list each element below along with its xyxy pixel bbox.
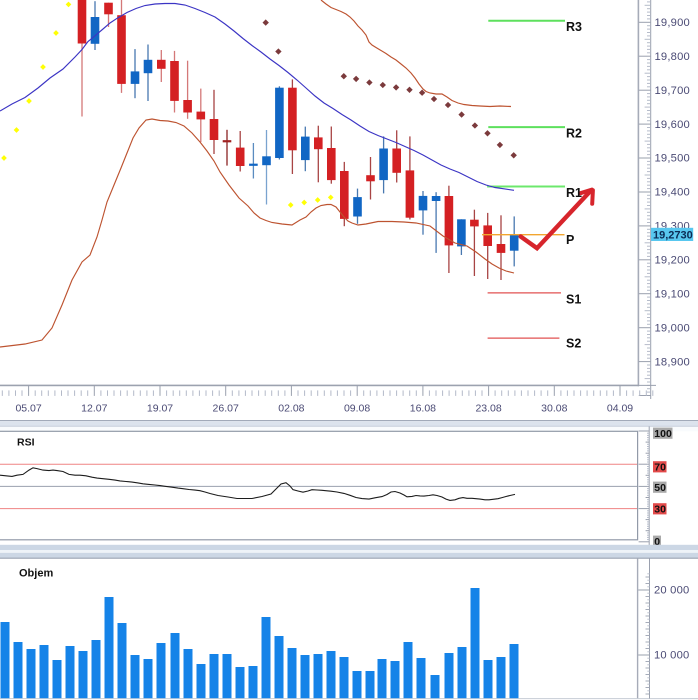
svg-text:02.08: 02.08 <box>278 403 304 415</box>
svg-text:19,100: 19,100 <box>655 288 690 300</box>
svg-text:50: 50 <box>654 482 666 494</box>
svg-text:Objem: Objem <box>19 568 53 580</box>
svg-text:19,000: 19,000 <box>655 322 690 334</box>
svg-text:20 000: 20 000 <box>654 585 689 597</box>
svg-text:16.08: 16.08 <box>410 403 436 415</box>
svg-text:100: 100 <box>654 428 672 440</box>
svg-text:R2: R2 <box>566 126 582 140</box>
svg-text:10 000: 10 000 <box>654 650 689 662</box>
svg-text:19,500: 19,500 <box>655 153 690 165</box>
svg-text:70: 70 <box>654 462 666 474</box>
svg-text:19,700: 19,700 <box>655 85 690 97</box>
svg-text:19,900: 19,900 <box>655 17 690 29</box>
svg-text:R3: R3 <box>566 20 582 34</box>
svg-text:19,2730: 19,2730 <box>653 229 693 241</box>
svg-text:P: P <box>566 233 574 247</box>
svg-text:19,800: 19,800 <box>655 51 690 63</box>
svg-text:19,600: 19,600 <box>655 119 690 131</box>
svg-text:30: 30 <box>654 504 666 516</box>
svg-text:18,900: 18,900 <box>655 356 690 368</box>
svg-text:S2: S2 <box>566 337 581 351</box>
svg-text:19.07: 19.07 <box>147 403 173 415</box>
svg-text:19,400: 19,400 <box>655 187 690 199</box>
svg-text:RSI: RSI <box>17 437 35 449</box>
svg-text:S1: S1 <box>566 292 581 306</box>
svg-text:26.07: 26.07 <box>213 403 239 415</box>
svg-text:04.09: 04.09 <box>607 403 633 415</box>
svg-text:0: 0 <box>654 536 660 548</box>
svg-text:30.08: 30.08 <box>541 403 567 415</box>
svg-text:12.07: 12.07 <box>81 403 107 415</box>
svg-text:05.07: 05.07 <box>15 403 41 415</box>
svg-text:R1: R1 <box>566 186 582 200</box>
svg-text:09.08: 09.08 <box>344 403 370 415</box>
svg-text:19,200: 19,200 <box>655 255 690 267</box>
svg-text:23.08: 23.08 <box>475 403 501 415</box>
